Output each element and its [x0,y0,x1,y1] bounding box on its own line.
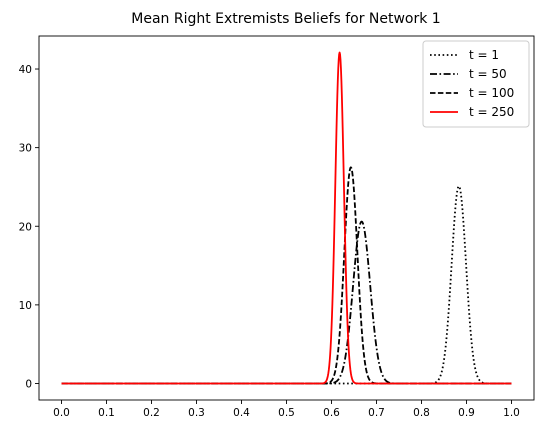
legend-label: t = 250 [469,105,514,119]
y-axis: 0 10 20 30 40 [19,64,39,390]
x-tick-label: 0.9 [458,407,475,419]
x-tick-label: 0.8 [413,407,430,419]
y-tick-label: 10 [19,300,32,312]
x-tick-label: 0.6 [323,407,340,419]
series-layer [61,51,512,385]
x-tick-label: 0.7 [368,407,385,419]
x-tick-label: 0.5 [278,407,295,419]
y-tick-label: 40 [19,64,32,76]
x-tick-label: 0.2 [143,407,160,419]
series-line [61,51,512,385]
series-line [61,166,512,385]
legend-label: t = 50 [469,67,507,81]
x-axis: 0.0 0.1 0.2 0.3 0.4 0.5 0.6 0.7 0.8 0.9 1.0 [53,400,520,419]
y-tick-label: 20 [19,221,32,233]
y-tick-label: 0 [25,378,32,390]
x-tick-label: 0.4 [233,407,250,419]
series-line [61,185,512,385]
chart-title: Mean Right Extremists Beliefs for Networ… [131,11,440,27]
legend-box [422,40,530,128]
legend-label: t = 1 [469,48,499,62]
legend-label: t = 100 [469,86,514,100]
legend: t = 1 t = 50 t = 100 t = 250 [422,40,530,128]
x-tick-label: 0.1 [98,407,115,419]
x-tick-label: 1.0 [503,407,520,419]
x-tick-label: 0.3 [188,407,205,419]
y-tick-label: 30 [19,143,32,155]
x-tick-label: 0.0 [53,407,70,419]
